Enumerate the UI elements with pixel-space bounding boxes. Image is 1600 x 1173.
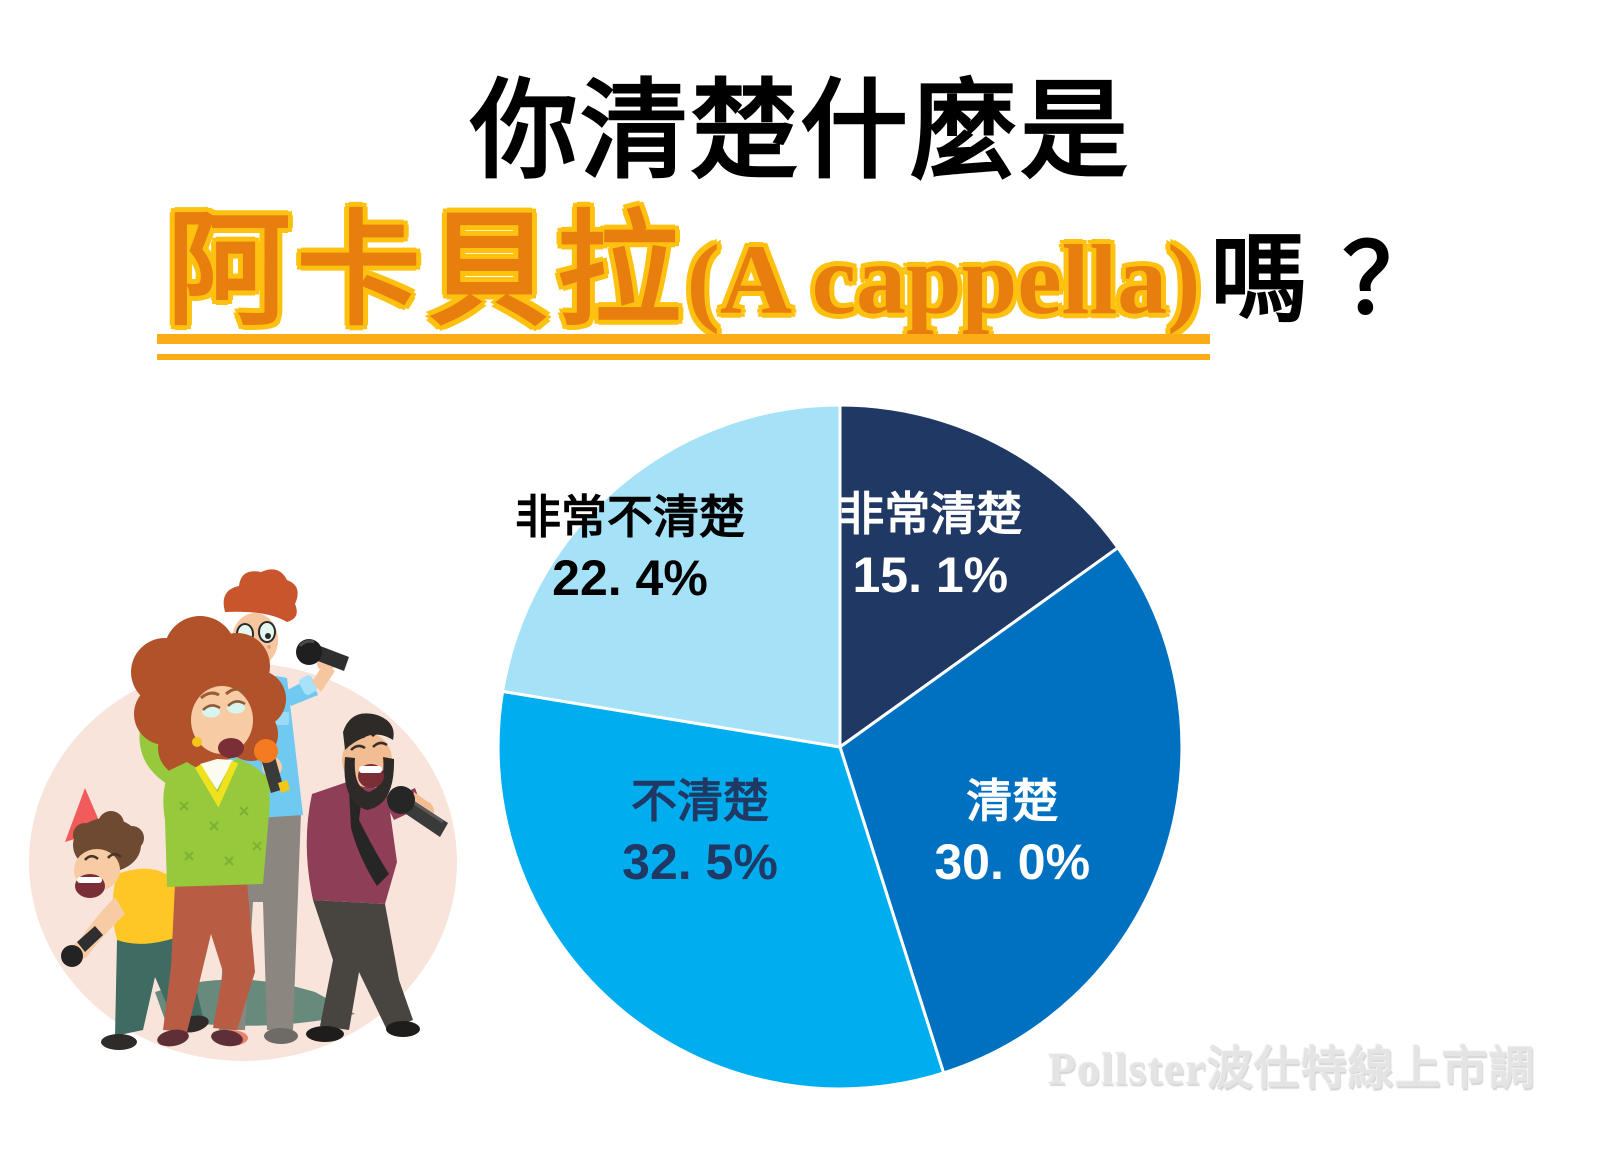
pie-slice-2 [838, 546, 1184, 1075]
pie-slice-4 [501, 403, 842, 749]
title-line2: 阿卡貝拉(A cappella) 嗎 ？ [0, 202, 1600, 361]
pie-slice-3 [496, 689, 946, 1091]
pie-label-4: 非常不清楚 22. 4% [515, 491, 745, 606]
pie-label-value: 32. 5% [622, 834, 778, 890]
pie-slice-1 [838, 403, 1120, 749]
title-highlight-latin: (A cappella) [686, 223, 1201, 335]
microphone-icon [296, 639, 349, 671]
pie-chart: 非常清楚 15. 1% 清楚 30. 0% 不清楚 32. 5% 非常不清楚 22. 4% [496, 403, 1184, 1091]
floor-leg-shape [155, 979, 355, 1026]
pie-label-name: 非常清楚 [838, 488, 1022, 540]
pie-label-value: 30. 0% [934, 834, 1090, 890]
title-block: 你清楚什麼是 阿卡貝拉(A cappella) 嗎 ？ [0, 58, 1600, 361]
microphone-icon [61, 926, 103, 967]
title-highlight-cjk: 阿卡貝拉 [166, 202, 687, 340]
pie-label-value: 22. 4% [552, 550, 708, 606]
pie-label-name: 清楚 [966, 775, 1058, 827]
singer-green-sweater [131, 616, 290, 1047]
sweater-stitches [179, 801, 262, 866]
pie-label-name: 不清楚 [631, 775, 769, 827]
title-highlight: 阿卡貝拉(A cappella) [156, 202, 1211, 361]
pie-label-value: 15. 1% [852, 547, 1008, 603]
pie-label-name: 非常不清楚 [515, 491, 745, 543]
pie-label-1: 非常清楚 15. 1% [838, 488, 1022, 603]
pie-label-2: 清楚 30. 0% [934, 775, 1090, 890]
pie-label-3: 不清楚 32. 5% [622, 775, 778, 890]
acappella-group-illustration [29, 569, 457, 1061]
title-suffix: 嗎 ？ [1210, 224, 1444, 334]
earring [192, 737, 202, 747]
title-line1: 你清楚什麼是 [469, 70, 1130, 191]
microphone-icon [387, 786, 448, 837]
title-underline-thick [156, 334, 1211, 345]
microphone-icon [254, 739, 290, 793]
title-underline-thin [156, 354, 1211, 361]
singer-maroon-shirt [306, 713, 448, 1042]
watermark: Pollster波仕特線上市調 [1048, 1043, 1536, 1094]
